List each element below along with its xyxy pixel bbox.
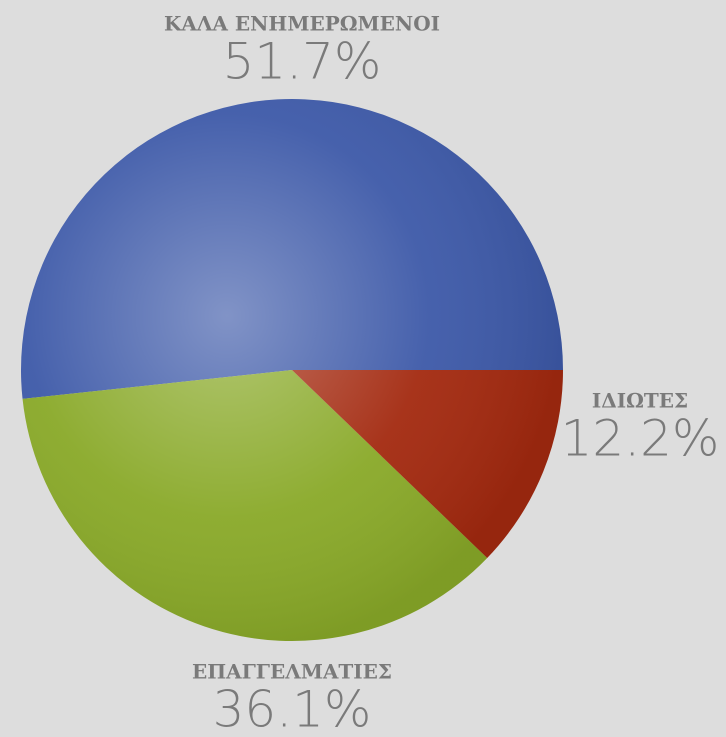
slice-name: ΚΑΛΑ ΕΝΗΜΕΡΩΜΕΝΟΙ [164, 12, 440, 36]
pie [20, 99, 563, 641]
slice-name: ΙΔΙΩΤΕΣ [592, 389, 688, 413]
slice-name: ΕΠΑΓΓΕΛΜΑΤΙΕΣ [192, 660, 392, 684]
pie-slice [20, 99, 563, 399]
slice-value: 36.1% [213, 681, 372, 737]
slice-value: 51.7% [223, 33, 382, 91]
slice-value: 12.2% [561, 410, 720, 468]
